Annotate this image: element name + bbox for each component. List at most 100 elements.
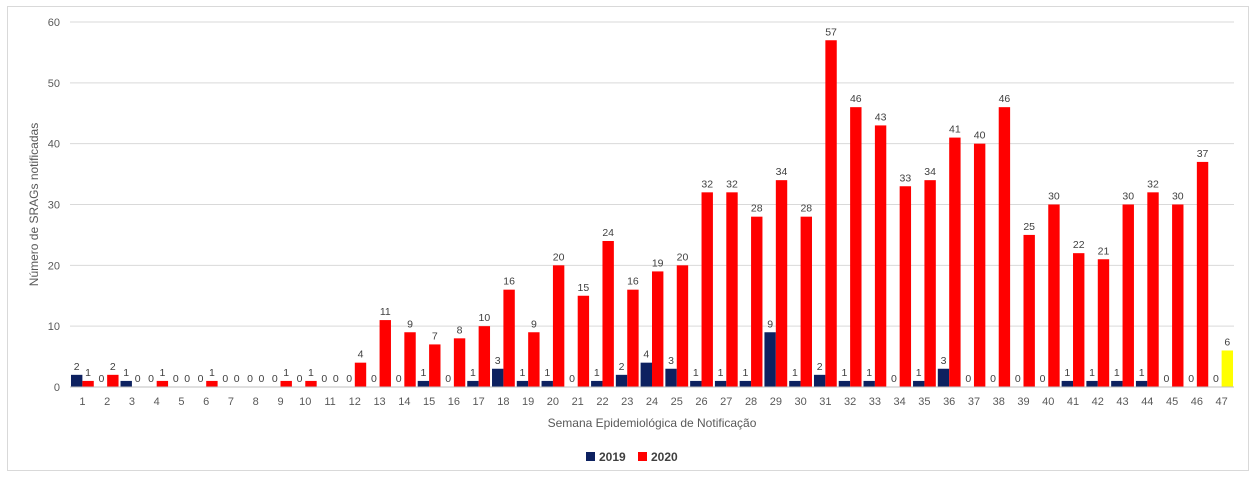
data-label-2019-week-33: 1 xyxy=(866,367,872,379)
x-tick-label: 41 xyxy=(1067,396,1079,408)
data-label-2020-week-3: 0 xyxy=(135,373,141,385)
data-label-2019-week-18: 3 xyxy=(495,355,501,367)
bar-2019-week-25 xyxy=(665,368,677,387)
bar-2019-week-29 xyxy=(764,332,776,387)
bar-2020-week-1 xyxy=(82,380,94,387)
data-label-2020-week-27: 32 xyxy=(726,178,738,190)
x-tick-label: 16 xyxy=(448,396,460,408)
data-label-2019-week-1: 2 xyxy=(74,361,80,373)
data-label-2020-week-40: 30 xyxy=(1048,191,1060,203)
bar-2020-week-37 xyxy=(973,143,986,387)
bar-2020-week-29 xyxy=(775,180,788,387)
x-tick-label: 17 xyxy=(473,396,485,408)
data-label-2020-week-37: 40 xyxy=(974,130,986,142)
bar-2020-week-24 xyxy=(652,271,664,387)
legend-label-2020: 2020 xyxy=(651,450,678,464)
x-tick-label: 8 xyxy=(253,396,259,408)
bar-2020-week-27 xyxy=(726,192,738,387)
data-label-2019-week-36: 3 xyxy=(941,355,947,367)
bar-2019-week-3 xyxy=(120,380,132,387)
data-label-2020-week-36: 41 xyxy=(949,124,961,136)
x-tick-label: 9 xyxy=(277,396,283,408)
y-tick-label: 30 xyxy=(48,200,60,212)
y-tick-label: 40 xyxy=(48,139,60,151)
bar-2019-week-15 xyxy=(417,380,430,387)
x-tick-label: 45 xyxy=(1166,396,1178,408)
data-label-2019-week-27: 1 xyxy=(718,367,724,379)
bar-2020-week-31 xyxy=(825,40,837,387)
data-label-2020-week-9: 1 xyxy=(283,367,289,379)
data-label-2020-week-32: 46 xyxy=(850,93,862,105)
data-label-2020-week-44: 32 xyxy=(1147,178,1159,190)
data-label-2020-week-13: 11 xyxy=(380,306,391,318)
data-label-2019-week-30: 1 xyxy=(792,367,798,379)
y-tick-label: 0 xyxy=(54,382,60,394)
data-label-2020-week-47: 6 xyxy=(1224,337,1230,349)
x-tick-label: 36 xyxy=(943,396,955,408)
data-label-2019-week-20: 1 xyxy=(544,367,550,379)
data-label-2019-week-11: 0 xyxy=(321,373,327,385)
data-label-2019-week-16: 0 xyxy=(445,373,451,385)
bar-2020-week-23 xyxy=(627,289,639,387)
bar-2020-week-22 xyxy=(602,241,614,387)
x-tick-label: 38 xyxy=(993,396,1005,408)
data-label-2020-week-29: 34 xyxy=(776,166,788,178)
bar-2020-week-33 xyxy=(874,125,887,388)
data-label-2020-week-41: 22 xyxy=(1073,239,1085,251)
data-label-2019-week-6: 0 xyxy=(198,373,204,385)
y-tick-label: 20 xyxy=(48,260,60,272)
x-tick-label: 29 xyxy=(770,396,782,408)
x-tick-label: 2 xyxy=(104,396,110,408)
data-label-2020-week-5: 0 xyxy=(184,373,190,385)
data-label-2020-week-4: 1 xyxy=(159,367,165,379)
bar-2019-week-41 xyxy=(1061,380,1074,387)
data-label-2020-week-7: 0 xyxy=(234,373,240,385)
data-label-2020-week-21: 15 xyxy=(578,282,590,294)
x-axis-ticks: 1 2 3 4 5 6 7 8 9 10 11 12 13 14 15 16 17 18 19 20 21 22 23 24 2… xyxy=(79,396,1227,408)
bar-2020-week-15 xyxy=(429,344,441,387)
data-label-2020-week-45: 30 xyxy=(1172,191,1184,203)
x-tick-label: 22 xyxy=(596,396,608,408)
data-label-2020-week-10: 1 xyxy=(308,367,314,379)
bar-2019-week-1 xyxy=(70,374,83,387)
data-label-2019-week-34: 0 xyxy=(891,373,897,385)
data-label-2020-week-34: 33 xyxy=(900,172,912,184)
data-label-2020-week-1: 1 xyxy=(85,367,91,379)
bar-2019-week-28 xyxy=(739,380,752,387)
bar-2020-week-6 xyxy=(206,380,218,387)
x-tick-label: 4 xyxy=(154,396,160,408)
data-label-2020-week-24: 19 xyxy=(652,257,664,269)
x-tick-label: 5 xyxy=(178,396,184,408)
data-label-2020-week-6: 1 xyxy=(209,367,215,379)
bar-2020-week-40 xyxy=(1048,204,1060,387)
data-label-2019-week-46: 0 xyxy=(1188,373,1194,385)
bar-2019-week-17 xyxy=(467,380,479,387)
legend: 2019 2020 xyxy=(586,450,678,464)
data-label-2020-week-11: 0 xyxy=(333,373,339,385)
bar-2019-week-43 xyxy=(1111,380,1123,387)
bar-2019-week-22 xyxy=(591,380,603,387)
data-label-2019-week-26: 1 xyxy=(693,367,699,379)
x-tick-label: 44 xyxy=(1141,396,1153,408)
x-tick-label: 7 xyxy=(228,396,234,408)
data-label-2020-week-18: 16 xyxy=(503,276,515,288)
bar-2020-week-32 xyxy=(850,107,862,388)
x-tick-label: 18 xyxy=(497,396,509,408)
x-tick-label: 37 xyxy=(968,396,980,408)
x-tick-label: 35 xyxy=(918,396,930,408)
data-label-2019-week-10: 0 xyxy=(297,373,303,385)
data-label-2019-week-32: 1 xyxy=(842,367,848,379)
data-label-2020-week-28: 28 xyxy=(751,203,763,215)
data-label-2020-week-16: 8 xyxy=(457,324,463,336)
bar-2020-week-13 xyxy=(379,320,391,387)
data-label-2020-week-15: 7 xyxy=(432,330,438,342)
data-label-2019-week-40: 0 xyxy=(1040,373,1046,385)
data-label-2019-week-43: 1 xyxy=(1114,367,1120,379)
bar-2020-week-21 xyxy=(577,295,590,387)
data-label-2019-week-14: 0 xyxy=(396,373,402,385)
data-label-2019-week-23: 2 xyxy=(619,361,625,373)
x-tick-label: 14 xyxy=(398,396,410,408)
data-label-2019-week-22: 1 xyxy=(594,367,600,379)
